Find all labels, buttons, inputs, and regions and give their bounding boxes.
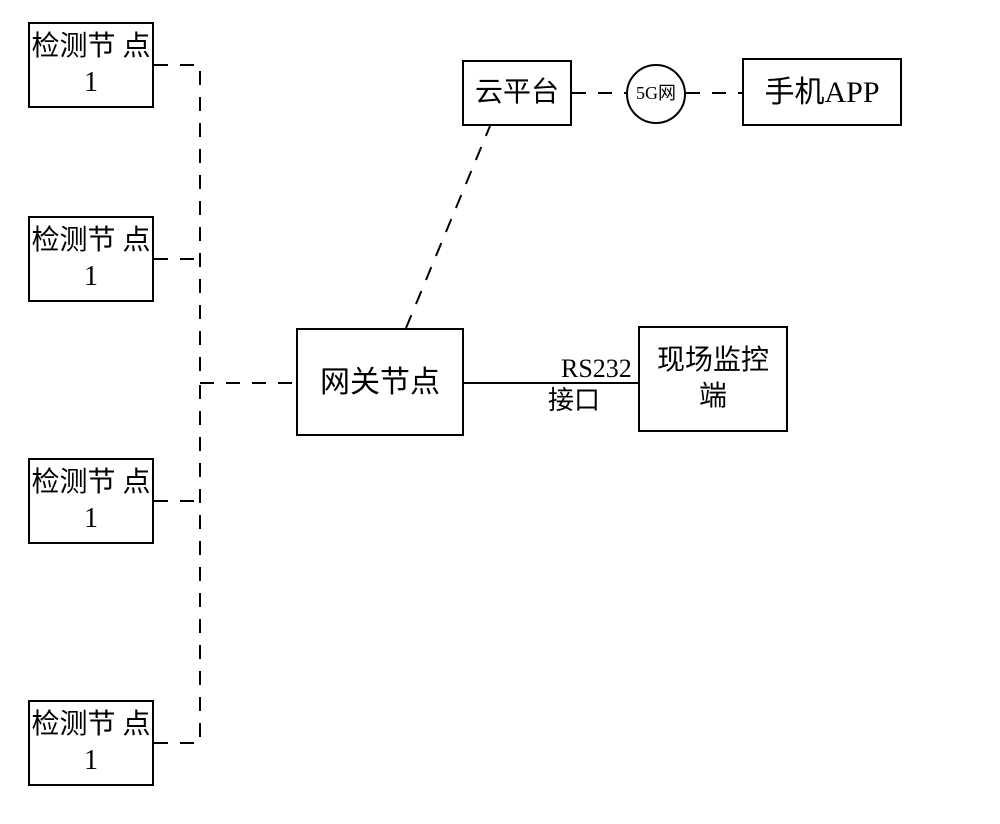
node-label: 检测节 点1 <box>30 223 152 296</box>
node-det4: 检测节 点1 <box>28 700 154 786</box>
node-label: 云平台 <box>475 75 559 111</box>
node-det2: 检测节 点1 <box>28 216 154 302</box>
node-5g: 5G网 <box>626 64 686 124</box>
node-label: 现场监控 端 <box>640 343 786 416</box>
node-monitor: 现场监控 端 <box>638 326 788 432</box>
node-label: 检测节 点1 <box>30 465 152 538</box>
node-label: 手机APP <box>764 73 879 112</box>
node-label: 5G网 <box>636 82 676 105</box>
node-det3: 检测节 点1 <box>28 458 154 544</box>
node-cloud: 云平台 <box>462 60 572 126</box>
edge-label-text: RS232 接口 <box>548 354 632 416</box>
node-label: 网关节点 <box>320 363 440 402</box>
node-app: 手机APP <box>742 58 902 126</box>
node-label: 检测节 点1 <box>30 707 152 780</box>
edge-label-rs232: RS232 接口 <box>548 320 632 418</box>
node-label: 检测节 点1 <box>30 29 152 102</box>
node-gateway: 网关节点 <box>296 328 464 436</box>
node-det1: 检测节 点1 <box>28 22 154 108</box>
